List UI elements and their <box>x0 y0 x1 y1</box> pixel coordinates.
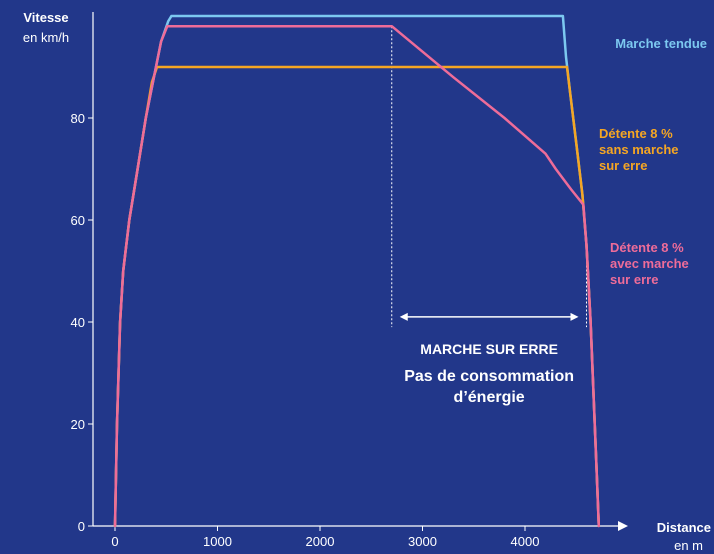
axis-labels: Vitesse en km/h Distance en m <box>23 10 711 553</box>
legend-label-2: sur erre <box>610 272 658 287</box>
legend-label-1: Détente 8 % <box>599 126 673 141</box>
x-tick-label: 3000 <box>408 534 437 549</box>
legend-label-2: Détente 8 % <box>610 240 684 255</box>
legend-label-1: sans marche <box>599 142 679 157</box>
axes <box>92 12 628 531</box>
series-lines <box>113 14 601 528</box>
y-tick-label: 80 <box>71 111 85 126</box>
annotation-marche-sur-erre: MARCHE SUR ERRE Pas de consommation d’éner… <box>391 26 587 406</box>
annotation-subtitle-line: d’énergie <box>454 389 525 406</box>
y-axis-unit: en km/h <box>23 30 69 45</box>
x-tick-label: 2000 <box>306 534 335 549</box>
x-tick-label: 4000 <box>511 534 540 549</box>
y-axis-title: Vitesse <box>23 10 68 25</box>
arrow-right-icon <box>570 312 579 321</box>
y-tick-label: 40 <box>71 315 85 330</box>
x-tick-label: 0 <box>111 534 118 549</box>
y-tick-label: 20 <box>71 417 85 432</box>
x-axis-arrow-icon <box>618 521 628 531</box>
annotation-subtitle-line: Pas de consommation <box>404 368 574 385</box>
legend-label-2: avec marche <box>610 256 689 271</box>
annotation-title: MARCHE SUR ERRE <box>420 341 558 357</box>
x-tick-label: 1000 <box>203 534 232 549</box>
legend-label-1: sur erre <box>599 158 647 173</box>
series-line-2 <box>113 24 601 528</box>
x-axis-title: Distance <box>657 520 711 535</box>
series-line-0 <box>113 14 601 528</box>
legend-label-0: Marche tendue <box>615 36 707 51</box>
y-tick-label: 60 <box>71 213 85 228</box>
y-tick-label: 0 <box>78 519 85 534</box>
x-axis-unit: en m <box>674 538 703 553</box>
arrow-left-icon <box>399 312 408 321</box>
ticks: 0 1000 2000 3000 4000 0 20 40 60 80 <box>71 111 540 549</box>
